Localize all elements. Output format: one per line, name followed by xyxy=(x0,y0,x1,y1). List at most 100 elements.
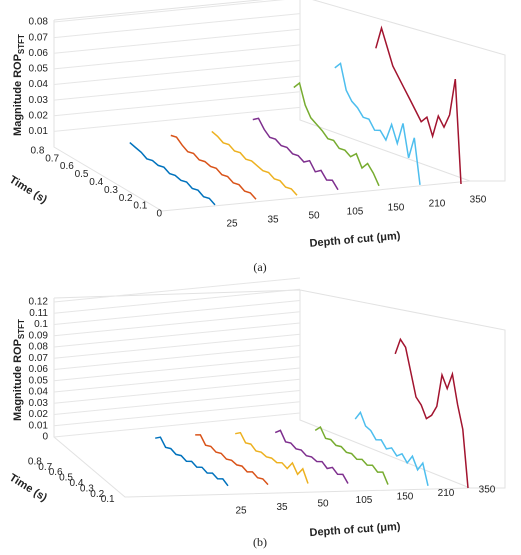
grid-line xyxy=(53,356,301,382)
series-line xyxy=(293,81,380,187)
grid-line xyxy=(53,378,301,404)
time-tick-label: 0.8 xyxy=(28,456,42,467)
z-tick-label: 0.05 xyxy=(29,375,49,386)
depth-tick-label: 50 xyxy=(308,211,320,222)
time-tick-label: 0.3 xyxy=(80,483,94,494)
z-axis-label-sub: STFT xyxy=(17,319,26,339)
grid-line xyxy=(53,91,301,117)
z-tick-label: 0.09 xyxy=(29,330,49,341)
grid-line xyxy=(53,28,301,54)
depth-tick-label: 25 xyxy=(235,506,247,517)
series-line xyxy=(155,436,229,487)
series-line xyxy=(394,337,469,489)
grid-line xyxy=(53,401,301,427)
grid-line xyxy=(53,0,285,23)
series-line xyxy=(334,62,421,185)
series-line xyxy=(129,142,216,206)
time-tick-label: 0 xyxy=(156,209,162,220)
time-tick-label: 0.7 xyxy=(38,462,52,473)
z-tick-label: 0.04 xyxy=(29,79,49,90)
z-tick-label: 0.02 xyxy=(29,409,49,420)
z-axis-label-main: Magnitude ROP xyxy=(12,339,24,421)
depth-tick-label: 210 xyxy=(438,488,455,499)
depth-axis-label: Depth of cut (μm) xyxy=(309,521,401,539)
grid-line xyxy=(53,300,301,325)
depth-tick-label: 35 xyxy=(267,215,279,226)
grid-line xyxy=(53,277,301,303)
time-tick-label: 0.4 xyxy=(89,177,103,188)
grid-line xyxy=(53,288,301,314)
time-tick-label: 0.3 xyxy=(104,185,118,196)
z-axis-label-sub: STFT xyxy=(17,34,26,54)
axes-box xyxy=(53,0,506,498)
series-line xyxy=(235,431,309,484)
series-line xyxy=(354,410,429,486)
grid-line xyxy=(53,44,301,70)
depth-tick-label: 50 xyxy=(317,499,329,510)
series-line xyxy=(211,130,298,196)
grid-line xyxy=(53,311,301,337)
z-tick-label: 0.03 xyxy=(29,398,49,409)
z-tick-label: 0.1 xyxy=(34,319,48,330)
series-line xyxy=(252,117,339,191)
box-b xyxy=(53,289,506,498)
z-tick-label: 0.03 xyxy=(29,95,49,106)
time-tick-label: 0.8 xyxy=(30,145,44,156)
time-tick-label: 0.5 xyxy=(59,473,73,484)
depth-tick-label: 150 xyxy=(397,492,414,503)
grid-line xyxy=(53,345,301,370)
depth-tick-label: 35 xyxy=(276,502,288,513)
z-tick-label: 0.12 xyxy=(29,297,49,308)
time-tick-label: 0.6 xyxy=(60,161,74,172)
z-tick-label: 0.11 xyxy=(29,308,48,319)
z-tick-label: 0.02 xyxy=(29,110,49,121)
time-tick-label: 0.1 xyxy=(133,201,147,212)
z-tick-label: 0.08 xyxy=(29,17,49,28)
grid-line xyxy=(53,412,301,438)
series-line xyxy=(170,134,257,200)
depth-tick-label: 350 xyxy=(470,195,487,206)
depth-axis-label: Depth of cut (μm) xyxy=(309,230,401,250)
depth-tick-label: 105 xyxy=(356,495,373,506)
grid-line xyxy=(53,75,301,101)
time-tick-label: 0.2 xyxy=(119,193,133,204)
series-line xyxy=(274,429,349,484)
z-tick-label: 0.08 xyxy=(29,342,49,353)
grid-line xyxy=(53,333,301,359)
z-tick-label: 0.07 xyxy=(29,32,49,43)
time-axis-label: Time (s) xyxy=(7,472,49,505)
caption: (a) xyxy=(253,260,266,274)
grid-line xyxy=(53,390,301,415)
z-tick-label: 0.01 xyxy=(29,126,49,137)
depth-tick-label: 350 xyxy=(479,485,496,496)
time-tick-label: 0.6 xyxy=(49,467,63,478)
grid-line xyxy=(53,13,301,39)
grid-line xyxy=(53,367,301,393)
series-line xyxy=(375,25,462,185)
depth-tick-label: 150 xyxy=(388,203,405,214)
z-axis-label: Magnitude ROPSTFT xyxy=(12,319,26,421)
z-axis-label: Magnitude ROPSTFT xyxy=(12,34,26,136)
caption: (b) xyxy=(253,535,267,549)
series-line xyxy=(195,434,269,486)
grid-line xyxy=(53,322,301,348)
z-tick-label: 0.05 xyxy=(29,64,49,75)
time-tick-label: 0.7 xyxy=(45,153,59,164)
z-tick-label: 0.01 xyxy=(29,420,49,431)
depth-tick-label: 25 xyxy=(226,219,238,230)
z-tick-label: 0.06 xyxy=(29,48,49,59)
z-tick-label: 0.07 xyxy=(29,353,49,364)
time-tick-label: 0.2 xyxy=(90,489,104,500)
z-tick-label: 0.04 xyxy=(29,387,49,398)
grid-line xyxy=(53,106,301,132)
depth-tick-label: 105 xyxy=(347,207,364,218)
grid-line xyxy=(53,60,301,85)
series-line xyxy=(314,426,389,485)
z-tick-label: 0 xyxy=(42,432,48,443)
time-tick-label: 0.1 xyxy=(101,494,115,505)
z-axis-label-main: Magnitude ROP xyxy=(12,54,24,136)
time-tick-label: 0.4 xyxy=(69,478,83,489)
z-tick-label: 0.06 xyxy=(29,364,49,375)
time-axis-label: Time (s) xyxy=(7,174,49,207)
